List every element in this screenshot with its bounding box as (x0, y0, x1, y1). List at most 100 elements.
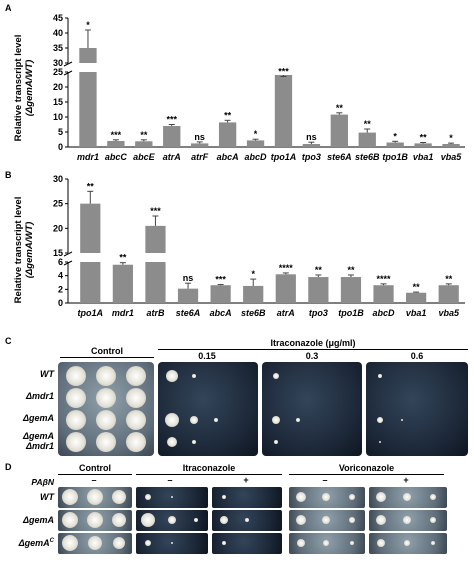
panel-b-xlabel-4: abcA (210, 308, 232, 318)
colony-c-control-0-0 (66, 366, 86, 386)
panel-a-tick-label-lower-5: 0 (58, 142, 63, 152)
panel-b-xlabel-10: vba1 (406, 308, 427, 318)
panel-b-sig-8: ** (347, 265, 355, 275)
panel-a-sig-5: ** (224, 110, 232, 120)
colony-d-control-0-0 (62, 489, 78, 505)
panel-d-itra-plus: + (243, 475, 249, 485)
colony-c-0-2-1 (190, 416, 198, 424)
panel-a-bar-8 (302, 144, 321, 147)
colony-d-itra-minus-1-0 (141, 513, 155, 527)
panel-b-ylabel-2: (ΔgemA/WT) (24, 222, 35, 279)
panel-d-plate-vori-plus-row-1 (369, 510, 447, 531)
colony-d-vori-minus-1-1 (322, 516, 331, 524)
panel-d-vori-label: Voriconazole (338, 463, 395, 473)
panel-d-plate-control-row-2 (58, 533, 132, 554)
panel-b-bar-5 (243, 285, 264, 303)
panel-b-sig-0: ** (87, 181, 95, 191)
colony-d-itra-minus-0-1 (171, 496, 173, 498)
panel-a-tick-label-upper-3: 30 (53, 58, 63, 68)
panel-b-tick-label-upper-3: 15 (53, 248, 63, 258)
panel-b-tick-label-upper-1: 25 (53, 199, 63, 209)
colony-d-control-1-2 (112, 513, 127, 527)
panel-d-plate-vori-minus-row-1 (289, 510, 365, 531)
panel-a-sig-9: ** (336, 103, 344, 113)
panel-a-xlabel-0: mdr1 (77, 152, 99, 162)
panel-c-row-gema-mdr1-b: Δmdr1 (25, 441, 54, 451)
panel-a-sig-8: ns (306, 132, 317, 142)
panel-a-chart: Relative transcript level (ΔgemA/WT) 45 4… (13, 13, 465, 162)
colony-d-vori-plus-0-0 (376, 492, 386, 502)
panel-c-plate-015 (158, 362, 258, 456)
colony-d-vori-minus-0-2 (348, 494, 355, 500)
colony-c-control-3-1 (96, 432, 116, 452)
panel-a-xlabel-10: ste6B (355, 152, 380, 162)
panel-d-plate-vori-plus-row-2 (369, 533, 447, 554)
panel-b-bar-0-lower (80, 262, 101, 303)
panel-a-tick-label-lower-0: 25 (53, 67, 63, 77)
panel-a-plot: 454035302520151050*mdr1***abcC**abcE***a… (53, 13, 465, 162)
panel-a-sig-10: ** (364, 119, 372, 129)
panel-a-bar-0-upper (79, 48, 97, 63)
colony-c-1-2-1 (296, 418, 300, 422)
panel-d-plate-itra-minus-row-2 (136, 533, 208, 554)
colony-d-vori-minus-0-0 (296, 492, 306, 502)
panel-b-sig-10: ** (413, 282, 421, 292)
panel-a-bar-9 (330, 114, 348, 147)
colony-d-itra-minus-0-0 (145, 494, 151, 500)
colony-c-control-1-2 (126, 388, 146, 408)
panel-b-bar-9 (373, 285, 394, 303)
panel-a-tick-label-upper-2: 35 (53, 43, 63, 53)
panel-a-bar-0-lower (79, 72, 97, 147)
colony-d-vori-plus-2-0 (377, 539, 385, 547)
panel-a-sig-1: *** (111, 130, 122, 140)
panel-b-xlabel-1: mdr1 (112, 308, 134, 318)
panel-d-plate-vori-plus-row-0 (369, 487, 447, 508)
colony-d-vori-minus-0-1 (322, 493, 331, 501)
panel-d-row-wt: WT (40, 492, 54, 502)
panel-b-sig-4: *** (215, 275, 226, 285)
panel-d-letter: D (5, 462, 12, 472)
panel-b-xlabel-2: atrB (146, 308, 165, 318)
panel-b-plot: 302520156420**tpo1A**mdr1***atrBnsste6A*… (53, 174, 465, 318)
colony-d-itra-minus-2-1 (171, 542, 173, 544)
panel-c-conc-1: 0.15 (198, 351, 216, 361)
panel-a-letter: A (5, 3, 12, 13)
panel-d-row-gemac: ΔgemAC (8, 538, 54, 548)
panel-a-tick-label-lower-4: 5 (58, 127, 63, 137)
panel-c-plate-03 (262, 362, 362, 456)
panel-a-xlabel-3: atrA (163, 152, 181, 162)
panel-d-control-label: Control (79, 463, 111, 473)
panel-b-xlabel-9: abcD (373, 308, 396, 318)
colony-d-control-1-1 (86, 512, 103, 528)
panel-a-bar-13 (442, 144, 460, 147)
panel-b-xlabel-6: atrA (277, 308, 295, 318)
panel-b-bar-4 (210, 285, 231, 303)
panel-a-xlabel-5: abcA (217, 152, 239, 162)
panel-b-sig-2: *** (150, 206, 161, 216)
panel-b-tick-label-lower-3: 0 (58, 298, 63, 308)
panel-a-sig-12: ** (420, 133, 428, 143)
colony-c-control-0-1 (96, 366, 116, 386)
panel-a-bar-3 (163, 126, 181, 147)
panel-a-bar-10 (358, 132, 376, 147)
panel-c-letter: C (5, 336, 12, 346)
panel-a-xlabel-9: ste6A (327, 152, 352, 162)
panel-a-sig-3: *** (166, 115, 177, 125)
panel-d-vori-plus: + (403, 475, 409, 485)
panel-b-letter: B (5, 170, 12, 180)
panel-d-control-minus: – (91, 475, 97, 485)
panel-d-plates (58, 487, 458, 557)
panel-a-sig-2: ** (140, 130, 148, 140)
panel-a-xlabel-11: tpo1B (382, 152, 408, 162)
panel-b-bar-2-lower (145, 262, 166, 303)
panel-b-ylabel-1: Relative transcript level (13, 197, 24, 304)
panel-a-xlabel-4: atrF (191, 152, 209, 162)
panel-c-row-mdr1: Δmdr1 (25, 391, 54, 401)
panel-d-itra-minus: – (167, 475, 173, 485)
panel-a-sig-7: *** (278, 67, 289, 77)
panel-b-bar-10 (406, 292, 427, 303)
colony-d-vori-minus-1-0 (296, 515, 306, 525)
colony-c-control-1-1 (96, 388, 116, 408)
colony-c-0-0-1 (192, 374, 196, 378)
colony-d-control-1-0 (62, 512, 78, 528)
